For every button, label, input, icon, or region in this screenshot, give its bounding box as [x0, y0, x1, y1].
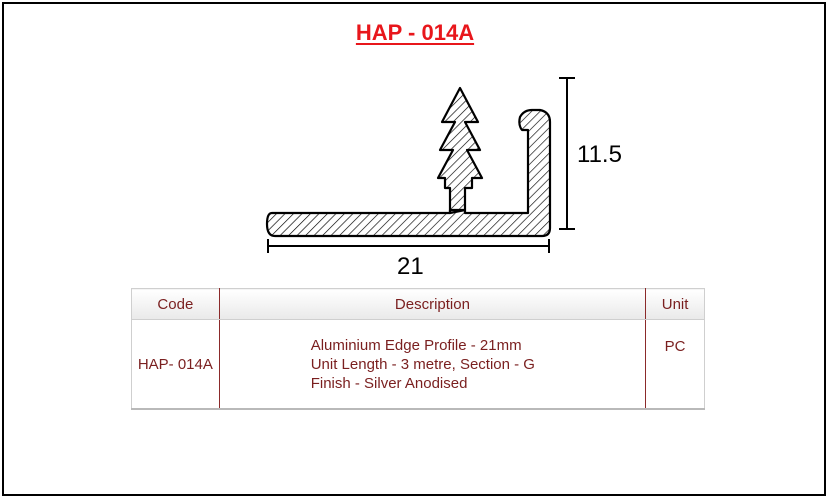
table-header-row: Code Description Unit: [131, 288, 705, 320]
profile-section: [265, 108, 552, 238]
header-description: Description: [218, 288, 647, 320]
profile-drawing: [265, 77, 575, 253]
description-line: Aluminium Edge Profile - 21mm: [310, 336, 522, 354]
profile-anchor: [436, 86, 484, 215]
cell-unit: PC: [645, 319, 705, 410]
description-line: Unit Length - 3 metre, Section - G: [310, 355, 535, 373]
header-code: Code: [131, 288, 220, 320]
width-label: 21: [397, 253, 424, 280]
product-title: HAP - 014A: [355, 20, 475, 45]
cell-description: Aluminium Edge Profile - 21mm Unit Lengt…: [218, 319, 647, 410]
cell-code: HAP- 014A: [131, 319, 220, 410]
description-line: Finish - Silver Anodised: [310, 374, 468, 392]
table-row: HAP- 014A Aluminium Edge Profile - 21mm …: [131, 319, 705, 410]
spec-table: Code Description Unit HAP- 014A Aluminiu…: [131, 288, 705, 410]
height-dimension: [559, 77, 575, 230]
width-dimension: [267, 239, 550, 253]
height-label: 11.5: [577, 141, 622, 168]
header-unit: Unit: [645, 288, 705, 320]
